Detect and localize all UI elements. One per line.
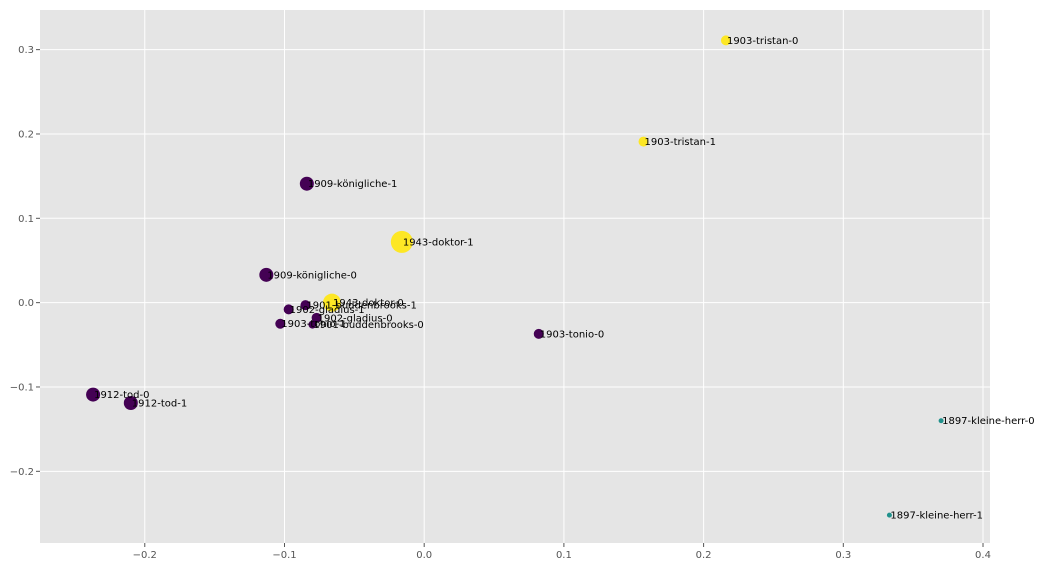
point-label: 1902-gladius-0 (318, 313, 393, 324)
data-points (86, 35, 944, 518)
y-tick-label: 0.3 (18, 45, 34, 56)
x-tick-label: 0.4 (975, 550, 991, 561)
point-label: 1903-tonio-1 (281, 319, 346, 330)
scatter-point (300, 300, 311, 311)
y-tick-label: 0.1 (18, 214, 34, 225)
axis-ticks: −0.2 −0.1 0.0 0.1 0.2 0.3 0.4 −0.2 −0.1 0.0 0.1 0.2… (10, 45, 991, 561)
point-label: 1943-doktor-0 (333, 298, 404, 309)
scatter-point (299, 176, 314, 191)
scatter-point (886, 512, 892, 518)
x-tick-label: 0.3 (835, 550, 851, 561)
point-label: 1903-tristan-1 (645, 137, 716, 148)
x-tick-label: −0.2 (133, 550, 157, 561)
y-tick-label: −0.1 (10, 382, 34, 393)
scatter-point (638, 136, 649, 147)
x-tick-label: 0.1 (556, 550, 572, 561)
point-label: 1943-doktor-1 (403, 237, 474, 248)
point-label: 1902-gladius-1 (290, 305, 365, 316)
y-tick-label: 0.2 (18, 129, 34, 140)
point-label: 1903-tristan-0 (727, 36, 798, 47)
scatter-point (390, 230, 413, 253)
point-label: 1897-kleine-herr-0 (942, 416, 1035, 427)
scatter-point (123, 396, 138, 411)
x-tick-label: 0.2 (696, 550, 712, 561)
scatter-point (86, 387, 101, 402)
point-label: 1901-buddenbrooks-1 (306, 301, 416, 312)
scatter-point (533, 328, 544, 339)
point-label: 1909-königliche-0 (267, 270, 357, 281)
x-tick-label: 0.0 (416, 550, 432, 561)
y-tick-label: −0.2 (10, 467, 34, 478)
scatter-point (311, 312, 322, 323)
point-label: 1901-buddenbrooks-0 (313, 320, 423, 331)
scatter-point (308, 320, 317, 329)
point-labels: 1903-tristan-0 1903-tristan-1 1909-königli… (94, 36, 1035, 522)
x-tick-label: −0.1 (272, 550, 296, 561)
point-label: 1912-tod-1 (132, 399, 187, 410)
point-label: 1909-königliche-1 (308, 179, 398, 190)
point-label: 1897-kleine-herr-1 (890, 511, 983, 522)
scatter-point (938, 418, 944, 424)
y-tick-label: 0.0 (18, 298, 34, 309)
scatter-point (322, 293, 341, 312)
scatter-point (259, 267, 274, 282)
scatter-point (275, 318, 286, 329)
plot-area (40, 10, 990, 543)
point-label: 1903-tonio-0 (540, 329, 605, 340)
scatter-point (720, 35, 731, 46)
grid-lines (40, 10, 990, 543)
scatter-point (283, 304, 294, 315)
point-label: 1912-tod-0 (94, 390, 149, 401)
